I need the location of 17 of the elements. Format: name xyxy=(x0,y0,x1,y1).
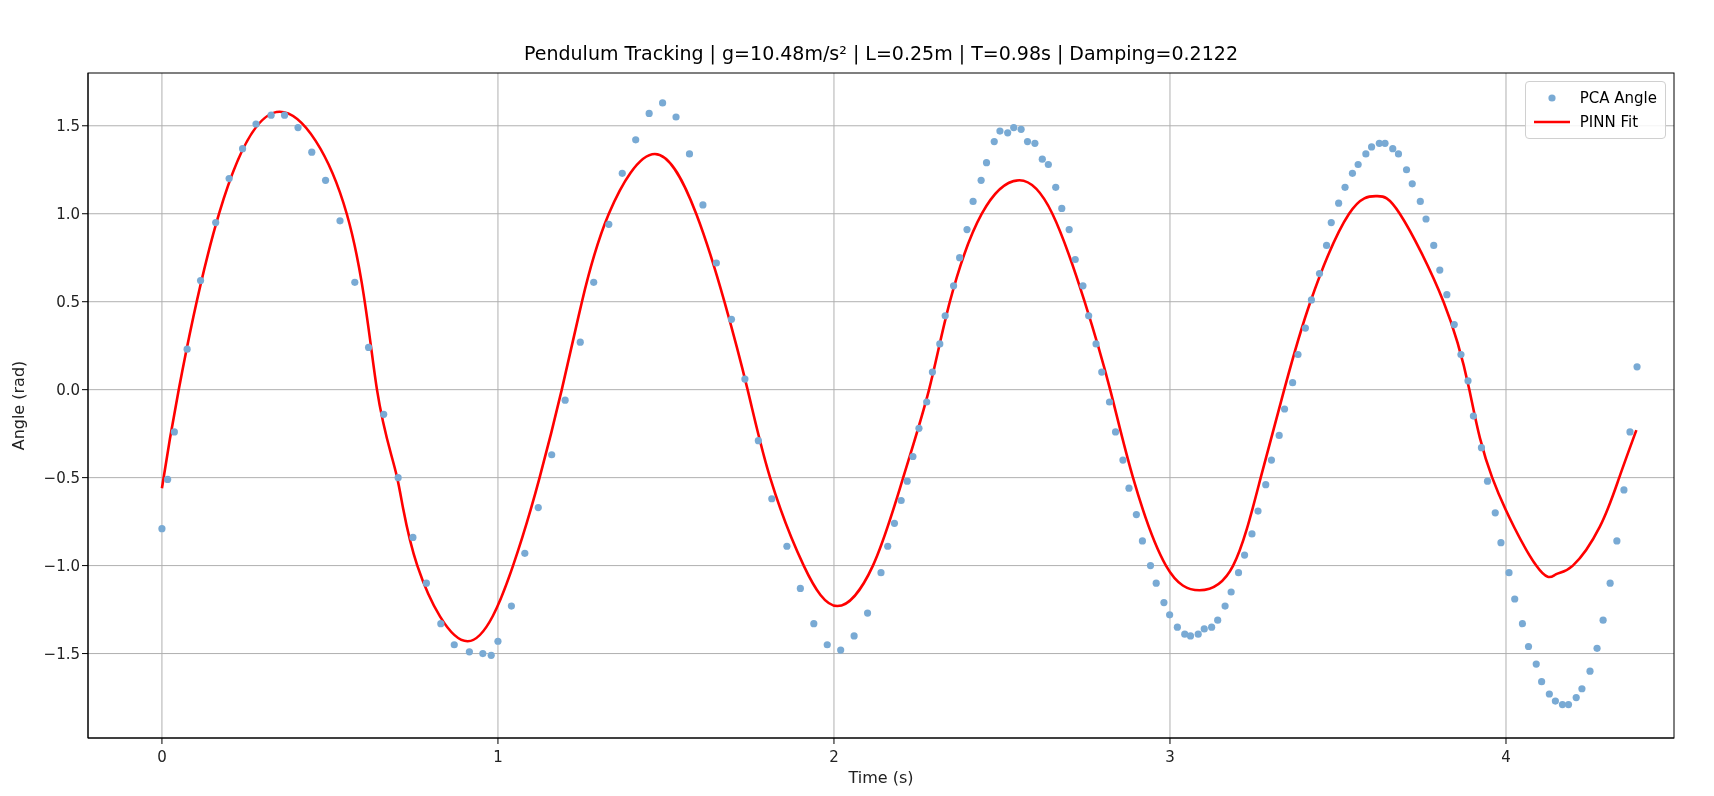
y-tick-label: 1.0 xyxy=(56,205,80,224)
x-tick-label: 3 xyxy=(1165,748,1175,766)
x-tick-label: 1 xyxy=(493,748,503,766)
chart-title: Pendulum Tracking | g=10.48m/s² | L=0.25m | T=0.98s | Damping=0.2122 xyxy=(523,42,1239,64)
y-tick-label: −0.5 xyxy=(43,468,80,487)
x-tick-label: 4 xyxy=(1501,748,1511,766)
x-axis-title: Time (s) xyxy=(847,768,914,787)
x-tick-label: 0 xyxy=(157,748,167,766)
y-tick-label: −1.0 xyxy=(43,556,80,575)
y-axis-title: Angle (rad) xyxy=(8,360,28,451)
legend-label: PCA Angle xyxy=(1579,89,1657,107)
y-tick-label: 0.0 xyxy=(56,380,80,399)
y-tick-label: 0.5 xyxy=(56,293,80,312)
legend-label: PINN Fit xyxy=(1579,113,1639,131)
y-tick-label: 1.5 xyxy=(56,117,80,136)
x-tick-label: 2 xyxy=(829,748,839,766)
y-tick-label: −1.5 xyxy=(43,644,80,663)
